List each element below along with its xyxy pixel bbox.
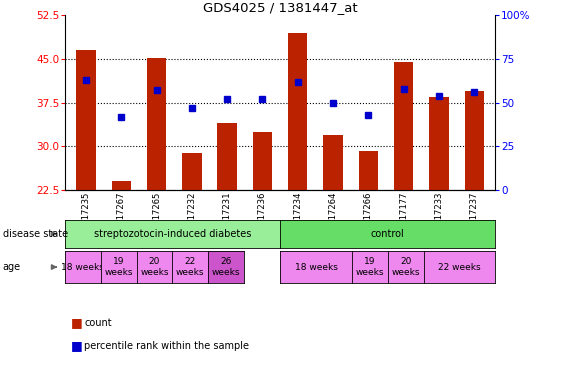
Text: 18 weeks: 18 weeks <box>294 263 337 271</box>
Text: 19
weeks: 19 weeks <box>356 257 384 277</box>
Bar <box>359 151 378 190</box>
Bar <box>111 181 131 190</box>
Text: 26
weeks: 26 weeks <box>212 257 240 277</box>
Text: 20
weeks: 20 weeks <box>391 257 420 277</box>
Text: count: count <box>84 318 112 328</box>
Text: ■: ■ <box>70 316 82 329</box>
Text: disease state: disease state <box>3 229 68 239</box>
Text: age: age <box>3 262 21 272</box>
Text: 22 weeks: 22 weeks <box>438 263 481 271</box>
Bar <box>464 91 484 190</box>
Text: 20
weeks: 20 weeks <box>140 257 169 277</box>
Text: 22
weeks: 22 weeks <box>176 257 204 277</box>
Bar <box>253 132 272 190</box>
Bar <box>429 97 449 190</box>
Bar <box>217 123 237 190</box>
Bar <box>288 33 307 190</box>
Bar <box>76 50 96 190</box>
Text: ■: ■ <box>70 339 82 352</box>
Bar <box>323 135 343 190</box>
Text: 19
weeks: 19 weeks <box>104 257 133 277</box>
Bar <box>182 153 202 190</box>
Title: GDS4025 / 1381447_at: GDS4025 / 1381447_at <box>203 1 358 14</box>
Text: percentile rank within the sample: percentile rank within the sample <box>84 341 249 351</box>
Text: control: control <box>371 229 405 239</box>
Bar <box>147 58 166 190</box>
Text: streptozotocin-induced diabetes: streptozotocin-induced diabetes <box>93 229 251 239</box>
Text: 18 weeks: 18 weeks <box>61 263 104 271</box>
Bar <box>394 62 413 190</box>
